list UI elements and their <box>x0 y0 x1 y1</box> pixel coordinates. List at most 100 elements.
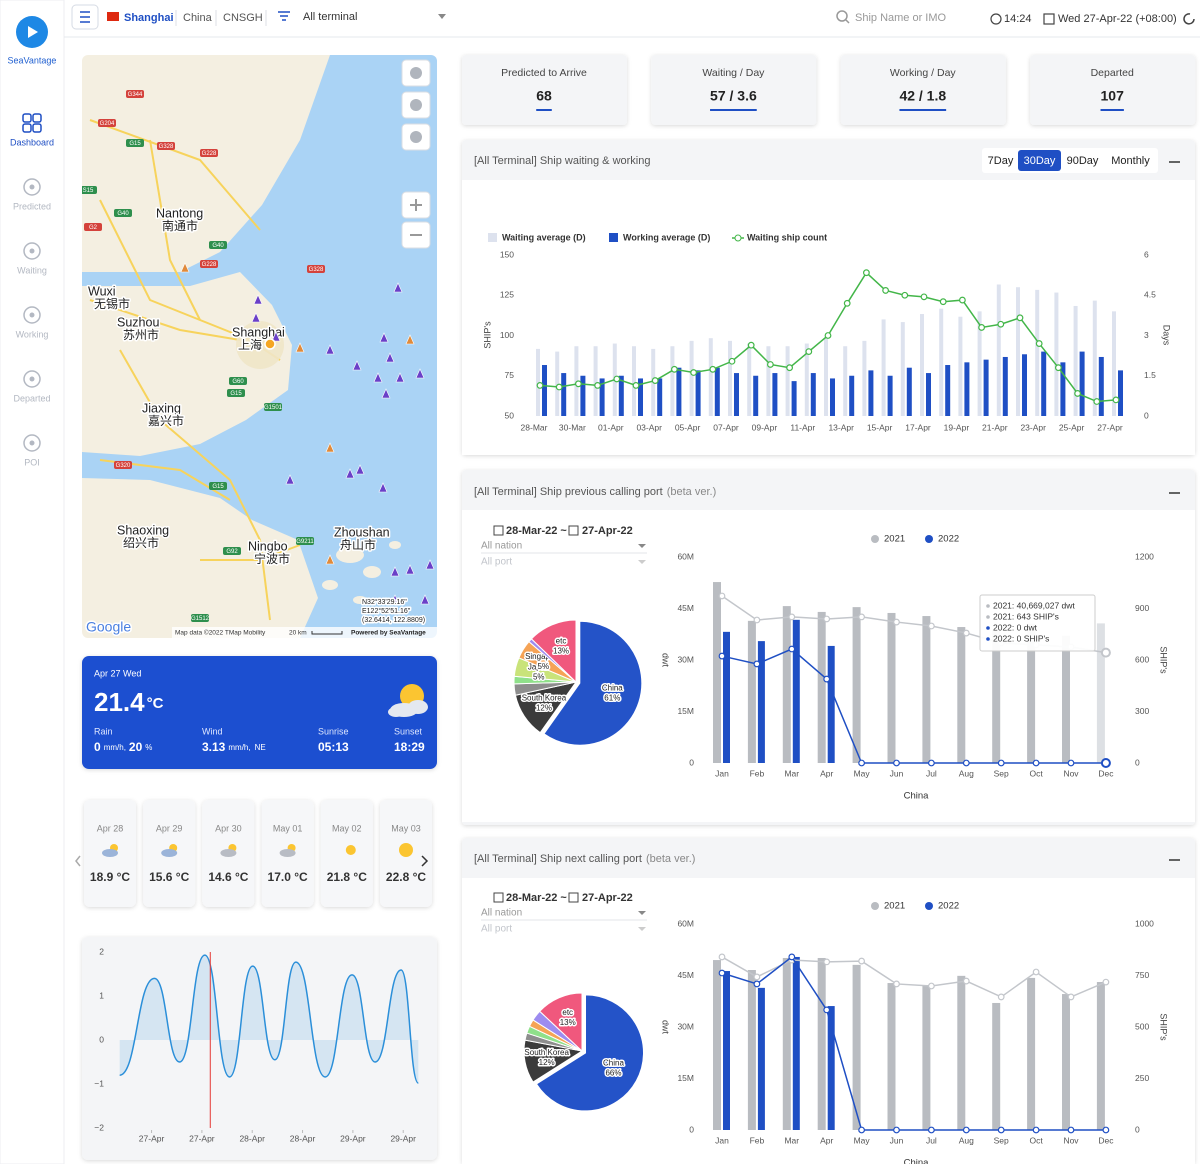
nav-item[interactable]: Dashboard <box>10 113 54 147</box>
forecast-icon-sun <box>345 845 356 855</box>
x-tick-label: Jan <box>715 1135 729 1145</box>
map-attribution-bar <box>172 627 437 638</box>
nav-item[interactable]: Departed <box>13 370 51 403</box>
road-label: G40 <box>117 211 129 217</box>
bar <box>824 338 828 416</box>
line-point <box>997 320 1005 328</box>
range-button[interactable]: 30Day <box>1024 155 1056 167</box>
ship-marker <box>271 331 281 342</box>
x-tick-label: 05-Apr <box>675 422 701 432</box>
nav-item[interactable]: Waiting <box>17 242 47 275</box>
nav-label[interactable]: Waiting <box>17 265 47 275</box>
range-button[interactable]: Monthly <box>1111 155 1150 167</box>
ship-marker <box>378 482 388 493</box>
nation-select[interactable]: All nation <box>481 908 522 919</box>
map-road <box>89 119 261 231</box>
road-shield <box>307 265 325 273</box>
search-input[interactable]: Ship Name or IMO <box>855 12 947 24</box>
bar <box>1096 982 1105 1130</box>
bar <box>1027 977 1036 1130</box>
bar <box>958 316 963 416</box>
bar <box>992 1002 1001 1130</box>
line-point <box>978 324 985 331</box>
nation-select[interactable]: All nation <box>481 541 522 552</box>
road-shield <box>223 547 241 555</box>
road-shield <box>296 537 314 545</box>
road-shield <box>209 482 227 490</box>
line-point <box>843 299 851 307</box>
chart-title: [All Terminal] Ship waiting & working <box>474 155 650 167</box>
ships-point <box>997 993 1005 1001</box>
nav-item[interactable]: Working <box>16 306 49 339</box>
forecast-temp: 21.8 °C <box>327 870 367 884</box>
line-point <box>594 382 601 389</box>
forecast-icon-cloud <box>279 849 296 857</box>
bar <box>926 373 931 416</box>
map-land <box>82 478 318 638</box>
legend-swatch <box>871 535 879 543</box>
map-road <box>119 349 271 621</box>
road-label: G328 <box>159 144 174 150</box>
bar <box>792 956 800 1130</box>
map-island <box>389 541 401 549</box>
city-local-name: 南通市 <box>162 218 198 233</box>
range-button[interactable]: 90Day <box>1067 155 1099 167</box>
line-point <box>555 383 563 391</box>
port-select[interactable]: All port <box>481 924 512 935</box>
search-icon <box>836 10 848 22</box>
ships-point <box>1067 1126 1075 1134</box>
forecast-date: May 01 <box>273 823 303 833</box>
bar <box>977 311 982 416</box>
ships-point <box>1032 759 1040 767</box>
bar <box>695 370 701 416</box>
range-button[interactable]: 7Day <box>988 155 1014 167</box>
bar <box>1118 370 1123 416</box>
nav-icon-dot <box>29 440 35 446</box>
nav-label[interactable]: Dashboard <box>10 137 54 147</box>
pie-label: China <box>602 684 623 693</box>
nav-item[interactable]: POI <box>23 434 41 467</box>
y-tick-label: 125 <box>500 290 514 300</box>
bar <box>747 343 752 416</box>
terminal-select[interactable]: All terminal <box>303 11 357 23</box>
nav-icon <box>22 123 32 133</box>
rain-part: % <box>145 743 152 752</box>
ships-line <box>721 648 1106 764</box>
port-select[interactable]: All port <box>481 557 512 568</box>
bar <box>676 367 682 416</box>
nav-label[interactable]: Predicted <box>13 201 51 211</box>
ship-marker <box>355 464 365 475</box>
bar <box>957 975 966 1130</box>
pie-label: etc <box>562 1008 573 1017</box>
pie-slice <box>543 620 643 746</box>
dropdown-caret <box>638 544 646 548</box>
port-code: CNSGH <box>223 12 263 24</box>
bar <box>996 284 1001 416</box>
nav-icon-dot <box>29 312 35 318</box>
nav-label[interactable]: Working <box>16 329 49 339</box>
ship-marker <box>405 334 415 345</box>
legend-label: Working average (D) <box>623 232 710 242</box>
date: Wed 27-Apr-22 (+08:00) <box>1058 13 1177 25</box>
tide-line <box>119 954 420 1084</box>
nav-label[interactable]: POI <box>24 457 40 467</box>
road-label: G40 <box>212 243 224 249</box>
forecast-prev[interactable] <box>75 855 81 867</box>
forecast-icon-sun <box>399 843 413 857</box>
nav-label[interactable]: Departed <box>13 393 50 403</box>
nav-icon <box>22 113 32 123</box>
pie-value-label: 5% <box>538 662 550 671</box>
weather-temp-part: 21.4 <box>94 687 145 717</box>
x-tick-label: Jun <box>890 1135 904 1145</box>
road-shield <box>200 260 218 268</box>
pie-value-label: 12% <box>536 703 552 712</box>
ships-point <box>788 645 796 653</box>
bar <box>852 607 861 763</box>
forecast-next[interactable] <box>421 855 429 867</box>
nav-item[interactable]: Predicted <box>13 178 51 211</box>
road-label: S15 <box>83 188 94 194</box>
refresh-icon[interactable] <box>1183 13 1195 25</box>
port-name: Shanghai <box>124 12 174 24</box>
bar <box>830 378 835 416</box>
ship-marker <box>285 474 295 485</box>
